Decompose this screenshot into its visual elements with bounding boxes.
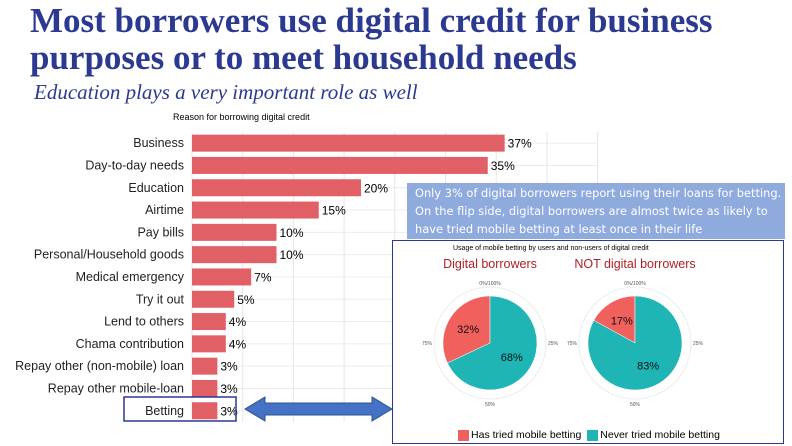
bar — [192, 290, 235, 308]
bar-value-label: 7% — [254, 270, 272, 284]
pie-grid-ring — [433, 286, 547, 400]
bar-category-label: Business — [133, 136, 184, 150]
bar-category-label: Medical emergency — [76, 270, 185, 284]
bar-category-label: Chama contribution — [76, 337, 184, 351]
legend-swatch-never-tried — [587, 429, 599, 441]
pie-slice-label: 83% — [637, 360, 659, 372]
bar — [192, 223, 277, 241]
borrowing-reasons-bar-chart: Reason for borrowing digital credit Busi… — [15, 112, 599, 422]
legend-swatch-has-tried — [458, 429, 470, 441]
bar-value-label: 3% — [220, 382, 238, 396]
bar-chart-title: Reason for borrowing digital credit — [173, 112, 310, 122]
bar-category-label: Lend to others — [104, 315, 184, 329]
betting-callout: Only 3% of digital borrowers report usin… — [407, 183, 785, 239]
pie-slice-label: 32% — [457, 324, 479, 336]
bar-value-label: 3% — [220, 404, 238, 418]
pie-legend: Has tried mobile betting Never tried mob… — [393, 429, 785, 441]
pie-axis-label: 75% — [422, 341, 433, 347]
bar-category-label: Airtime — [145, 203, 184, 217]
pie-panel-title: NOT digital borrowers — [574, 257, 695, 271]
pie-slice — [442, 295, 491, 364]
bar — [192, 156, 488, 174]
bar — [192, 179, 361, 197]
pie-axis-label: 75% — [567, 341, 578, 347]
bar-value-label: 3% — [220, 360, 238, 374]
bar — [192, 268, 252, 286]
bar-category-label: Betting — [145, 404, 184, 418]
bar — [192, 402, 218, 420]
bar-category-label: Pay bills — [137, 225, 184, 239]
bar-value-label: 20% — [364, 181, 388, 195]
slide-subtitle: Education plays a very important role as… — [34, 80, 418, 104]
bar — [192, 357, 218, 375]
legend-label-never-tried: Never tried mobile betting — [600, 429, 720, 442]
pie-axis-label: 0%/100% — [479, 281, 501, 287]
bar-value-label: 4% — [229, 315, 247, 329]
bar-value-label: 15% — [322, 204, 346, 218]
bar-value-label: 4% — [229, 337, 247, 351]
pie-slice — [587, 295, 683, 391]
pie-axis-label: 50% — [630, 402, 641, 408]
pie-panel: NOT digital borrowers 0%/100% 25% 50% 75% 17%… — [567, 257, 704, 408]
bar — [192, 134, 505, 152]
bar-value-label: 10% — [280, 226, 304, 240]
pie-axis-label: 25% — [548, 341, 559, 347]
pie-grid-ring — [578, 286, 692, 400]
bar-value-label: 35% — [491, 159, 515, 173]
bar-value-label: 37% — [508, 137, 532, 151]
bar-category-label: Day-to-day needs — [85, 158, 184, 172]
bar — [192, 313, 226, 331]
bar-category-label: Try it out — [136, 292, 185, 306]
pie-slice — [593, 295, 636, 344]
pie-slice-label: 17% — [611, 316, 633, 328]
pie-panel: Digital borrowers 0%/100% 25% 50% 75% 32% 68% — [422, 257, 559, 408]
pie-axis-label: 50% — [485, 402, 496, 408]
pie-axis-label: 0%/100% — [624, 281, 646, 287]
bar — [192, 379, 218, 397]
bar — [192, 201, 319, 219]
pie-axis-label: 25% — [693, 341, 704, 347]
double-arrow — [244, 396, 393, 422]
mobile-betting-pie-charts: Usage of mobile betting by users and non… — [422, 245, 704, 408]
bar-category-label: Repay other mobile-loan — [48, 381, 184, 395]
bar-category-label: Education — [128, 181, 184, 195]
bar-category-label: Personal/Household goods — [34, 248, 184, 262]
legend-label-has-tried: Has tried mobile betting — [471, 429, 582, 442]
bar-value-label: 10% — [280, 248, 304, 262]
pie-chart-title: Usage of mobile betting by users and non… — [453, 245, 649, 252]
bar-value-label: 5% — [237, 293, 255, 307]
bar-category-label: Repay other (non-mobile) loan — [15, 359, 184, 373]
mobile-betting-inset: Usage of mobile betting by users and non… — [392, 240, 784, 444]
pie-slice — [447, 295, 538, 391]
bar — [192, 246, 277, 264]
pie-slice-label: 68% — [501, 352, 523, 364]
bar — [192, 335, 226, 353]
betting-highlight-box — [123, 396, 237, 422]
pie-panel-title: Digital borrowers — [443, 257, 537, 271]
slide-title: Most borrowers use digital credit for bu… — [30, 1, 713, 77]
